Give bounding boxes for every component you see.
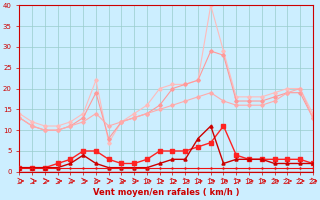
X-axis label: Vent moyen/en rafales ( km/h ): Vent moyen/en rafales ( km/h ) [93, 188, 239, 197]
